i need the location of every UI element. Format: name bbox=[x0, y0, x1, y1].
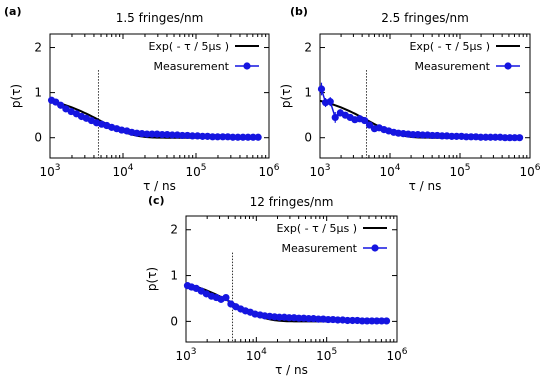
data-point bbox=[178, 131, 186, 140]
y-tick-label: 0 bbox=[304, 131, 312, 145]
data-point bbox=[198, 132, 207, 140]
chart-panel-2: (b) 2.5 fringes/nm 0 1 2 103 104 105 106 τ / ns p(… bbox=[279, 5, 541, 193]
legend-label-measurement: Measurement bbox=[281, 242, 357, 255]
x-tick-label: 103 bbox=[39, 163, 60, 179]
x-axis-label: τ / ns bbox=[143, 179, 176, 193]
y-tick-label: 1 bbox=[34, 86, 42, 100]
data-point bbox=[317, 85, 326, 93]
data-point bbox=[331, 113, 339, 122]
x-tick-label: 106 bbox=[258, 163, 279, 179]
data-point bbox=[244, 133, 252, 141]
data-point bbox=[148, 130, 156, 138]
chart-title: 2.5 fringes/nm bbox=[381, 11, 469, 25]
x-tick-label: 106 bbox=[386, 347, 407, 363]
data-point bbox=[143, 130, 151, 138]
measurement-line bbox=[320, 88, 520, 139]
data-point bbox=[326, 98, 334, 106]
data-point bbox=[254, 133, 262, 141]
panel-label: (c) bbox=[148, 194, 165, 207]
legend-label-fit: Exp( - τ / 5μs ) bbox=[148, 40, 229, 53]
y-axis-label: p(τ) bbox=[279, 84, 293, 108]
data-point bbox=[229, 133, 237, 141]
y-tick-label: 0 bbox=[34, 131, 42, 145]
y-tick-label: 0 bbox=[170, 314, 178, 328]
y-tick-label: 1 bbox=[304, 86, 312, 100]
legend-label-measurement: Measurement bbox=[414, 60, 490, 73]
chart-panel-1: (a) 1.5 fringes/nm 0 1 2 103 104 105 106 τ / ns p(… bbox=[4, 5, 280, 193]
x-tick-label: 105 bbox=[449, 163, 470, 179]
data-point bbox=[62, 105, 70, 113]
legend-label-fit: Exp( - τ / 5μs ) bbox=[409, 40, 490, 53]
y-axis-label: p(τ) bbox=[145, 267, 159, 291]
x-tick-label: 104 bbox=[246, 347, 267, 363]
legend-label-fit: Exp( - τ / 5μs ) bbox=[276, 222, 357, 235]
legend-label-measurement: Measurement bbox=[153, 60, 229, 73]
chart-title: 1.5 fringes/nm bbox=[116, 11, 204, 25]
x-tick-label: 104 bbox=[379, 163, 400, 179]
data-point bbox=[477, 133, 485, 141]
x-tick-label: 105 bbox=[316, 347, 337, 363]
panel-label: (b) bbox=[290, 5, 308, 18]
data-point bbox=[382, 317, 391, 325]
plot-frame bbox=[319, 33, 531, 159]
data-point bbox=[57, 101, 65, 109]
data-point bbox=[234, 133, 242, 141]
data-point bbox=[515, 134, 524, 142]
data-point bbox=[239, 133, 247, 141]
data-point bbox=[214, 133, 222, 141]
x-tick-label: 104 bbox=[112, 163, 133, 179]
x-tick-label: 106 bbox=[519, 163, 540, 179]
y-tick-label: 1 bbox=[170, 269, 178, 283]
data-point bbox=[209, 133, 217, 141]
legend-marker bbox=[371, 244, 379, 252]
chart-title: 12 fringes/nm bbox=[250, 195, 334, 209]
data-point bbox=[222, 293, 230, 302]
plot-frame bbox=[185, 215, 398, 343]
y-tick-label: 2 bbox=[170, 223, 178, 237]
data-point bbox=[219, 133, 227, 141]
data-point bbox=[168, 131, 176, 139]
x-axis-label: τ / ns bbox=[275, 363, 308, 377]
legend-marker bbox=[504, 62, 512, 70]
x-tick-label: 105 bbox=[185, 163, 206, 179]
plot-frame bbox=[49, 33, 270, 159]
y-tick-label: 2 bbox=[34, 41, 42, 55]
data-point bbox=[365, 121, 374, 129]
x-tick-label: 103 bbox=[309, 163, 330, 179]
x-axis-label: τ / ns bbox=[409, 179, 442, 193]
data-point bbox=[249, 133, 257, 141]
panel-label: (a) bbox=[4, 5, 21, 18]
data-point bbox=[361, 116, 369, 125]
y-tick-label: 2 bbox=[304, 41, 312, 55]
data-point bbox=[158, 130, 166, 139]
data-point bbox=[343, 316, 352, 325]
data-point bbox=[188, 132, 197, 140]
y-axis-label: p(τ) bbox=[9, 84, 23, 108]
chart-panel-3: (c) 12 fringes/nm 0 1 2 103 104 105 106 τ / ns p(τ… bbox=[145, 194, 408, 377]
legend-marker bbox=[243, 62, 251, 70]
x-tick-label: 103 bbox=[175, 347, 196, 363]
